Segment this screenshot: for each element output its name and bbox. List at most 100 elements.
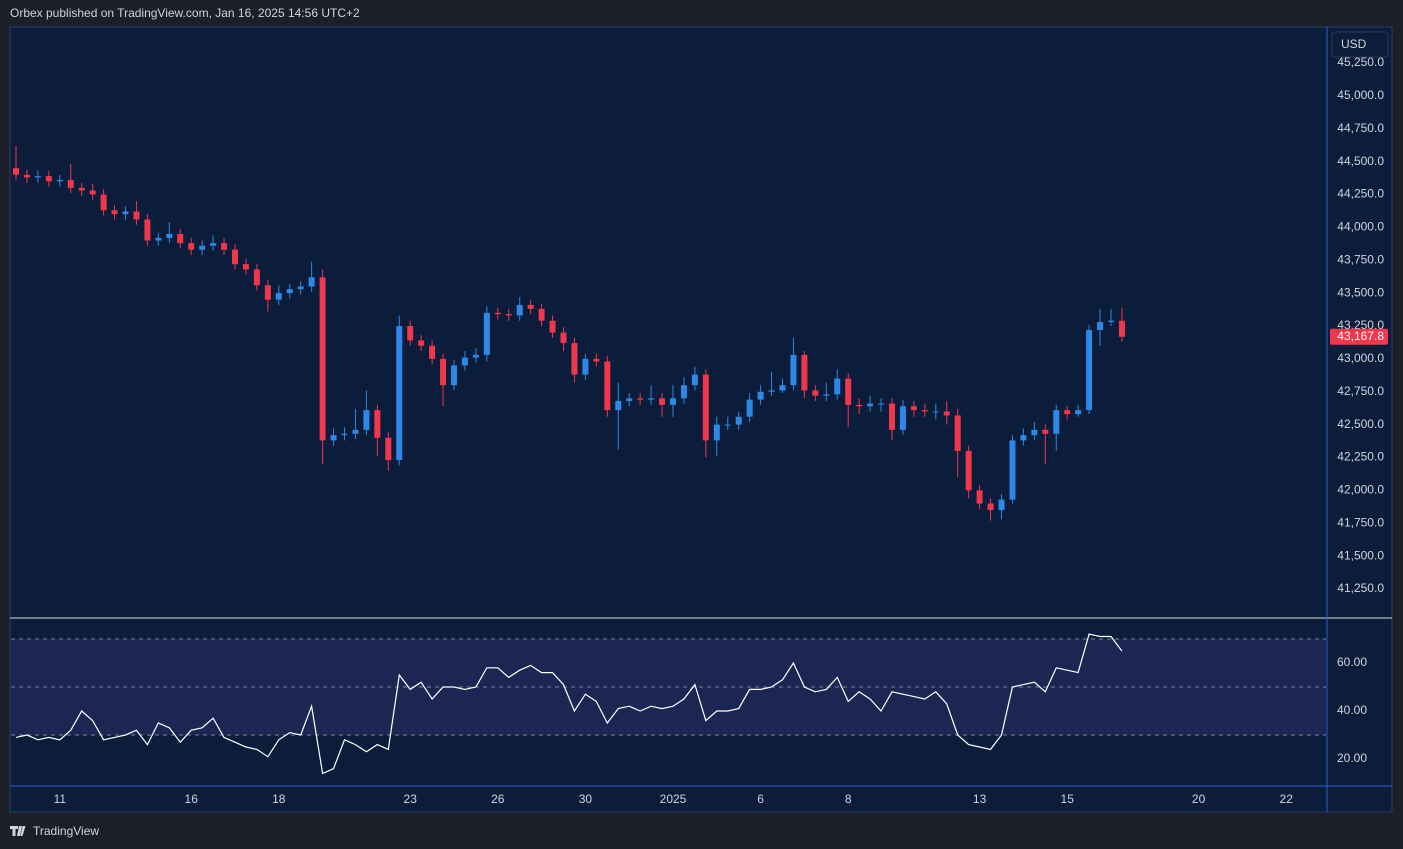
x-tick-label: 20 [1192,792,1206,806]
candle-body [319,277,326,441]
y-tick-label: 45,250.0 [1337,55,1384,69]
candle-body [604,361,611,411]
candle-body [582,358,589,375]
y-tick-label: 20.00 [1337,751,1367,765]
candle-body [505,314,512,316]
candle-body [702,374,709,441]
candle-body [724,424,731,426]
candle-body [264,285,271,300]
candle-body [45,176,52,182]
y-tick-label: 41,750.0 [1337,515,1384,529]
candle-body [177,233,184,244]
x-tick-label: 11 [54,792,67,806]
candle-body [691,374,698,386]
candle-body [735,416,742,425]
candle-body [626,398,633,401]
candle-body [111,210,118,215]
x-tick-label: 16 [185,792,199,806]
candle-body [242,264,249,270]
candle-body [998,499,1005,511]
candle-body [89,190,96,195]
y-tick-label: 42,750.0 [1337,384,1384,398]
y-tick-label: 43,000.0 [1337,351,1384,365]
candle-body [1086,329,1093,411]
y-tick-label: 40.00 [1337,703,1367,717]
currency-box[interactable] [1331,31,1389,58]
candle-body [429,345,436,359]
candle-body [275,293,282,300]
candle-body [1064,410,1071,415]
candle-body [418,340,425,346]
candle-body [221,243,228,250]
y-tick-label: 43,250.0 [1337,318,1384,332]
candle-body [812,390,819,396]
candle-body [34,176,41,178]
candle-body [976,490,983,504]
x-tick-label: 22 [1280,792,1294,806]
candle-body [1042,429,1049,434]
candle-body [363,410,370,430]
candle-body [779,385,786,391]
y-tick-label: 43,500.0 [1337,285,1384,299]
last-price-box [1330,328,1388,345]
y-tick-label: 45,000.0 [1337,88,1384,102]
logo-icon [10,826,26,836]
candle-body [932,411,939,413]
candle-body [867,403,874,407]
candle-body [549,320,556,333]
candle-body [308,277,315,287]
candle-body [1118,320,1125,337]
candle-body [13,168,19,175]
candle-body [396,325,403,461]
candle-body [210,243,217,246]
y-tick-label: 44,500.0 [1337,154,1384,168]
candle-body [965,450,972,491]
candle-body [538,308,545,321]
x-tick-label: 15 [1061,792,1075,806]
header: Orbex published on TradingView.com, Jan … [10,6,360,20]
candle-body [593,358,600,362]
candle-body [253,269,260,286]
candle-body [1053,410,1060,434]
y-tick-label: 42,250.0 [1337,450,1384,464]
candle-body [560,332,567,344]
candle-body [615,400,622,411]
candle-body [921,410,928,412]
candle-body [67,180,74,188]
x-tick-label: 30 [579,792,593,806]
candle-body [472,354,479,358]
candle-body [713,424,720,441]
y-tick-label: 44,250.0 [1337,187,1384,201]
x-tick-label: 18 [272,792,286,806]
y-tick-label: 41,250.0 [1337,581,1384,595]
candle-body [330,435,337,441]
candle-body [78,187,85,191]
candle-body [834,378,841,395]
x-tick-label: 6 [757,792,764,806]
candle-body [374,410,381,438]
candle-body [910,406,917,411]
candle-body [856,404,863,407]
candle-body [133,211,140,220]
candle-body [166,233,173,238]
candle-body [516,304,523,316]
candle-body [23,174,30,178]
candle-body [757,391,764,400]
candle-body [768,390,775,392]
candle-body [987,503,994,511]
candle-body [385,437,392,461]
candle-body [1075,410,1082,415]
candle-body [461,357,468,366]
brand: TradingView [33,824,99,838]
candle-body [352,429,359,434]
candle-body [297,286,304,290]
candle-body [1097,322,1104,330]
y-tick-label: 42,000.0 [1337,483,1384,497]
candle-body [637,398,644,400]
candle-body [1031,429,1038,436]
candle-body [483,312,490,355]
x-tick-label: 26 [491,792,505,806]
candle-body [440,358,447,386]
currency: USD [1341,37,1367,51]
